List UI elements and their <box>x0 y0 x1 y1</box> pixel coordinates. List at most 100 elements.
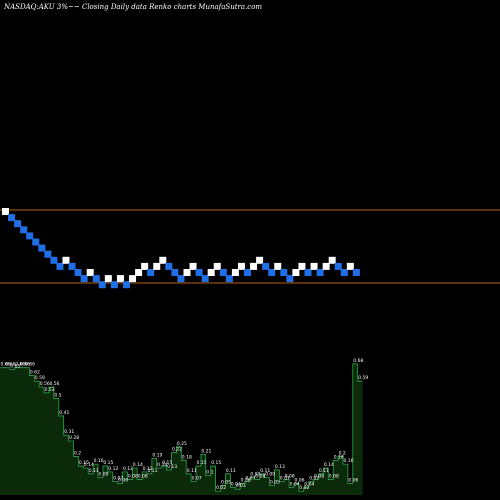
renko-brick-up <box>346 262 354 270</box>
renko-brick-up <box>322 262 330 270</box>
renko-brick-down <box>8 214 16 222</box>
renko-brick-down <box>98 281 106 289</box>
renko-brick-down <box>74 269 82 276</box>
chart-title: NASDAQ:AKU 3%~~ Closing Daily data Renko… <box>3 3 262 11</box>
volume-label: 0.05 <box>270 479 280 485</box>
volume-label: 0.1 <box>206 470 213 476</box>
volume-label: 0.08 <box>285 474 295 480</box>
renko-brick-up <box>86 269 94 276</box>
volume-label: 0.16 <box>94 458 104 464</box>
volume-label: 0.15 <box>197 460 207 466</box>
volume-label: 0.59 <box>358 375 368 381</box>
renko-brick-down <box>92 275 100 283</box>
volume-label: 0.02 <box>299 485 309 491</box>
volume-label: 0.66 <box>25 362 35 368</box>
volume-label: 0.09 <box>250 472 260 478</box>
volume-label: 0.03 <box>236 483 246 489</box>
renko-brick-up <box>159 256 167 264</box>
renko-brick-down <box>316 269 324 276</box>
volume-label: 0.08 <box>314 474 324 480</box>
volume-label: 0.07 <box>192 476 202 482</box>
renko-brick-down <box>32 238 40 246</box>
renko-brick-up <box>62 256 70 264</box>
renko-brick-up <box>256 256 264 264</box>
volume-label: 0.68 <box>353 358 363 364</box>
volume-label: 0.12 <box>123 466 133 472</box>
volume-label: 0.11 <box>260 468 270 474</box>
renko-brick-up <box>104 275 112 283</box>
volume-label: 0.66 <box>20 362 30 368</box>
volume-label: 0.5 <box>54 393 61 399</box>
renko-brick-down <box>165 262 173 270</box>
volume-label: 0.22 <box>172 447 182 453</box>
renko-brick-down <box>110 281 118 289</box>
volume-label: 0.21 <box>201 449 211 455</box>
renko-brick-down <box>286 275 294 283</box>
volume-label: 0.15 <box>103 460 113 466</box>
renko-brick-down <box>352 269 360 276</box>
volume-label: 0.28 <box>69 435 79 441</box>
volume-label: 0.11 <box>148 468 158 474</box>
renko-brick-down <box>80 275 88 283</box>
volume-label: 0.09 <box>99 472 109 478</box>
volume-label: 0.14 <box>157 462 167 468</box>
volume-label: 0.07 <box>280 476 290 482</box>
renko-brick-down <box>26 232 34 240</box>
renko-brick-up <box>274 262 282 270</box>
renko-brick-up <box>2 208 9 215</box>
renko-brick-down <box>280 269 288 276</box>
renko-brick-up <box>292 269 300 276</box>
renko-brick-down <box>334 262 342 270</box>
volume-label: 0.2 <box>74 450 81 456</box>
volume-label: 0.06 <box>241 477 251 483</box>
volume-label: 0.59 <box>35 375 45 381</box>
volume-label: 0.07 <box>309 476 319 482</box>
volume-label: 0.07 <box>113 476 123 482</box>
renko-brick-down <box>50 256 58 264</box>
volume-label: 0.11 <box>319 468 329 474</box>
volume-label: 0.04 <box>290 481 300 487</box>
renko-brick-up <box>250 262 258 270</box>
volume-label: 0.14 <box>133 462 143 468</box>
volume-label: 0.02 <box>216 485 226 491</box>
volume-label: 0.13 <box>167 464 177 470</box>
volume-label: 0.08 <box>329 474 339 480</box>
volume-area <box>0 363 363 495</box>
renko-brick-down <box>20 226 28 234</box>
volume-label: 0.25 <box>177 441 187 447</box>
renko-brick-down <box>219 269 227 276</box>
volume-label: 0.56 <box>50 381 60 387</box>
volume-label: 0.11 <box>226 468 236 474</box>
renko-brick-down <box>262 262 270 270</box>
renko-brick-up <box>207 269 215 276</box>
renko-brick-up <box>189 262 197 270</box>
renko-brick-up <box>310 262 318 270</box>
renko-brick-down <box>340 269 348 276</box>
renko-brick-down <box>225 275 233 283</box>
volume-label: 0.18 <box>334 454 344 460</box>
volume-label: 0.15 <box>162 460 172 466</box>
renko-brick-down <box>68 262 76 270</box>
volume-label: 0.66 <box>15 362 25 368</box>
renko-brick-down <box>268 269 276 276</box>
renko-brick-up <box>237 262 245 270</box>
renko-brick-down <box>123 281 130 289</box>
volume-label: 0.13 <box>275 464 285 470</box>
volume-label: 0.04 <box>231 481 241 487</box>
renko-brick-down <box>147 269 155 276</box>
renko-brick-down <box>38 244 46 252</box>
volume-label: 0.14 <box>84 462 94 468</box>
renko-brick-up <box>141 262 149 270</box>
renko-brick-up <box>135 269 143 276</box>
renko-brick-down <box>201 275 209 283</box>
volume-label: 0.18 <box>182 454 192 460</box>
volume-label: 0.11 <box>89 468 99 474</box>
renko-brick-up <box>231 269 239 276</box>
volume-panel: 0.660.660.650.660.660.660.620.590.560.53… <box>0 358 368 495</box>
renko-brick-down <box>44 250 52 258</box>
volume-label: 0.08 <box>138 474 148 480</box>
renko-brick-down <box>177 275 185 283</box>
renko-brick-up <box>298 262 306 270</box>
volume-label: 0.06 <box>348 477 358 483</box>
